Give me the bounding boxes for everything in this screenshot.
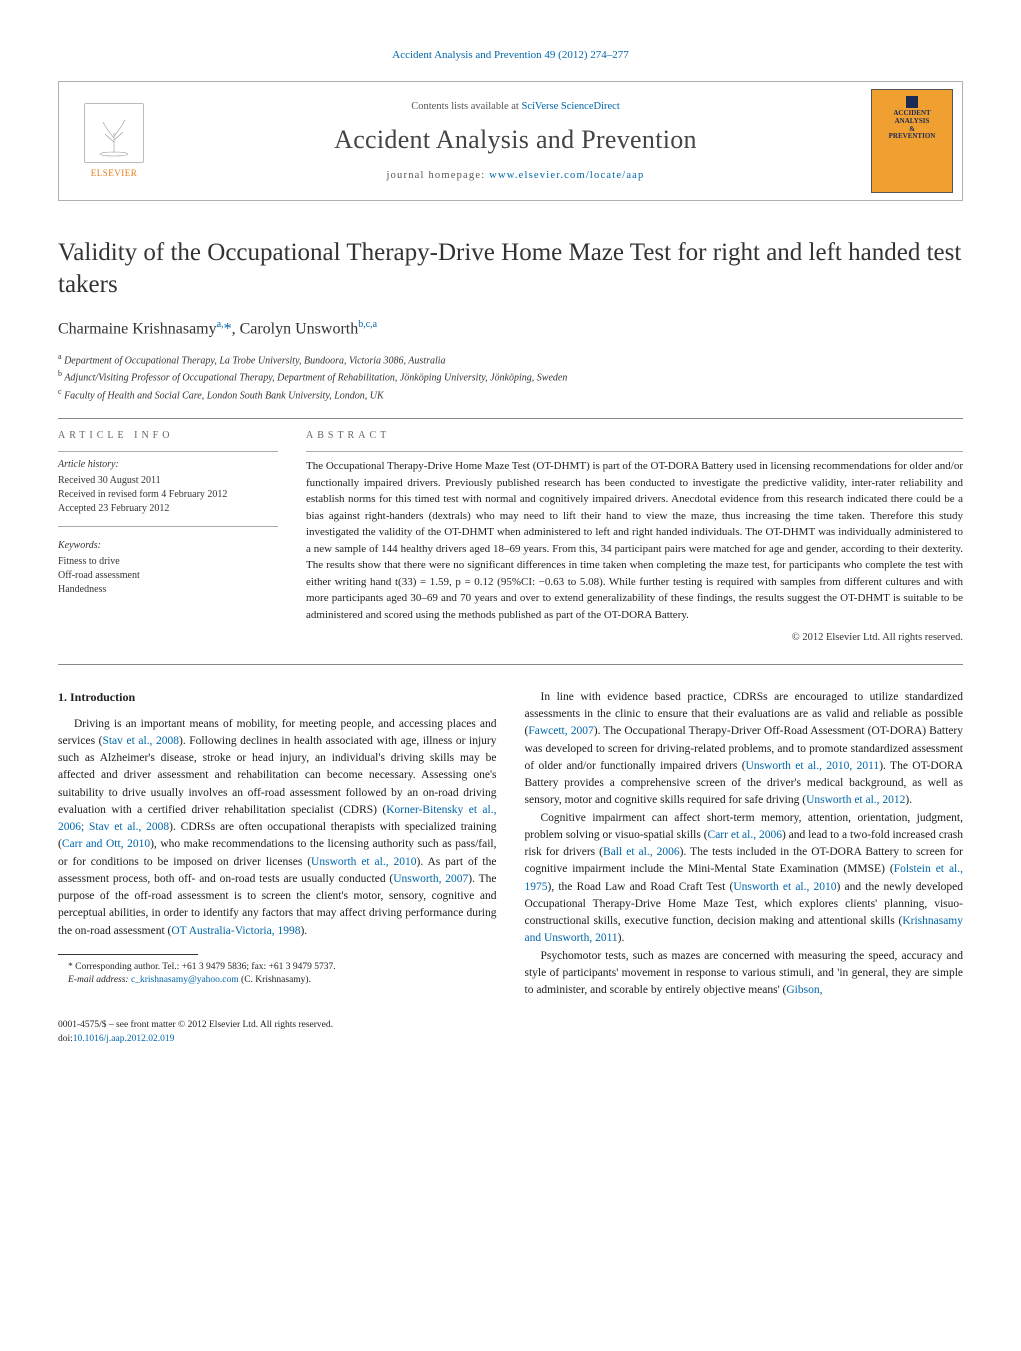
page-footer: 0001-4575/$ – see front matter © 2012 El… [58, 1019, 963, 1046]
footer-line-1: 0001-4575/$ – see front matter © 2012 El… [58, 1019, 963, 1032]
body-paragraph: In line with evidence based practice, CD… [525, 689, 964, 810]
sciencedirect-link[interactable]: SciVerse ScienceDirect [521, 101, 619, 112]
contents-prefix: Contents lists available at [411, 101, 521, 112]
cover-square-icon [906, 96, 918, 108]
email-label: E-mail address: [68, 975, 131, 985]
body-paragraph: Psychomotor tests, such as mazes are con… [525, 948, 964, 1000]
publisher-logo-text: ELSEVIER [91, 167, 138, 180]
affil-text: Faculty of Health and Social Care, Londo… [64, 391, 384, 402]
history-item: Received 30 August 2011 [58, 474, 278, 488]
divider-rule [58, 664, 963, 665]
keyword: Off-road assessment [58, 569, 278, 583]
affil-sup: c [58, 387, 62, 396]
meta-row: ARTICLE INFO Article history: Received 3… [58, 429, 963, 646]
corresp-label: Corresponding author. Tel.: +61 3 9479 5… [75, 962, 336, 972]
keyword: Fitness to drive [58, 555, 278, 569]
journal-cover-thumb: ACCIDENT ANALYSIS & PREVENTION [871, 89, 953, 193]
history-label: Article history: [58, 458, 278, 472]
section-heading: 1. Introduction [58, 689, 497, 706]
corresp-email-link[interactable]: c_krishnasamy@yahoo.com [131, 975, 239, 985]
affiliations: a Department of Occupational Therapy, La… [58, 351, 963, 404]
affiliation-c: c Faculty of Health and Social Care, Lon… [58, 386, 963, 404]
elsevier-logo: ELSEVIER [74, 96, 154, 186]
journal-banner: ELSEVIER Contents lists available at Sci… [58, 81, 963, 201]
journal-name: Accident Analysis and Prevention [334, 122, 697, 158]
affil-text: Department of Occupational Therapy, La T… [64, 355, 445, 366]
authors: Charmaine Krishnasamya,*, Carolyn Unswor… [58, 318, 963, 341]
corresp-name-suffix: (C. Krishnasamy). [239, 975, 311, 985]
doi-prefix: doi: [58, 1034, 73, 1044]
body-paragraph: Driving is an important means of mobilit… [58, 716, 497, 940]
article-info-col: ARTICLE INFO Article history: Received 3… [58, 429, 278, 646]
article-title: Validity of the Occupational Therapy-Dri… [58, 237, 963, 300]
affil-sup: b [58, 369, 62, 378]
body-columns: 1. Introduction Driving is an important … [58, 689, 963, 1000]
affiliation-b: b Adjunct/Visiting Professor of Occupati… [58, 368, 963, 386]
copyright-line: © 2012 Elsevier Ltd. All rights reserved… [306, 631, 963, 646]
homepage-prefix: journal homepage: [386, 170, 489, 181]
homepage-line: journal homepage: www.elsevier.com/locat… [386, 169, 644, 184]
abstract-col: ABSTRACT The Occupational Therapy-Drive … [306, 429, 963, 646]
divider-rule [58, 418, 963, 419]
affiliation-a: a Department of Occupational Therapy, La… [58, 351, 963, 369]
article-info-heading: ARTICLE INFO [58, 429, 278, 443]
thin-rule [58, 526, 278, 527]
affil-sup: a [58, 352, 62, 361]
thin-rule [306, 451, 963, 452]
history-item: Received in revised form 4 February 2012 [58, 488, 278, 502]
banner-right: ACCIDENT ANALYSIS & PREVENTION [862, 82, 962, 200]
keywords-label: Keywords: [58, 539, 278, 553]
corresp-email-line: E-mail address: c_krishnasamy@yahoo.com … [58, 974, 497, 987]
publisher-logo-box: ELSEVIER [59, 82, 169, 200]
affil-text: Adjunct/Visiting Professor of Occupation… [64, 373, 567, 384]
abstract-text: The Occupational Therapy-Drive Home Maze… [306, 458, 963, 623]
abstract-heading: ABSTRACT [306, 429, 963, 443]
footer-doi-line: doi:10.1016/j.aap.2012.02.019 [58, 1033, 963, 1046]
thin-rule [58, 451, 278, 452]
history-item: Accepted 23 February 2012 [58, 502, 278, 516]
doi-link[interactable]: 10.1016/j.aap.2012.02.019 [73, 1034, 175, 1044]
banner-center: Contents lists available at SciVerse Sci… [169, 82, 862, 200]
corresponding-author: * Corresponding author. Tel.: +61 3 9479… [58, 961, 497, 974]
running-head: Accident Analysis and Prevention 49 (201… [58, 48, 963, 63]
keyword: Handedness [58, 583, 278, 597]
homepage-link[interactable]: www.elsevier.com/locate/aap [489, 170, 644, 181]
footnote-rule [58, 954, 198, 955]
page-root: Accident Analysis and Prevention 49 (201… [0, 0, 1021, 1086]
cover-line-4: PREVENTION [889, 133, 936, 141]
corresp-star: * [68, 962, 73, 972]
elsevier-tree-icon [84, 103, 144, 163]
contents-line: Contents lists available at SciVerse Sci… [411, 100, 619, 115]
body-paragraph: Cognitive impairment can affect short-te… [525, 810, 964, 948]
